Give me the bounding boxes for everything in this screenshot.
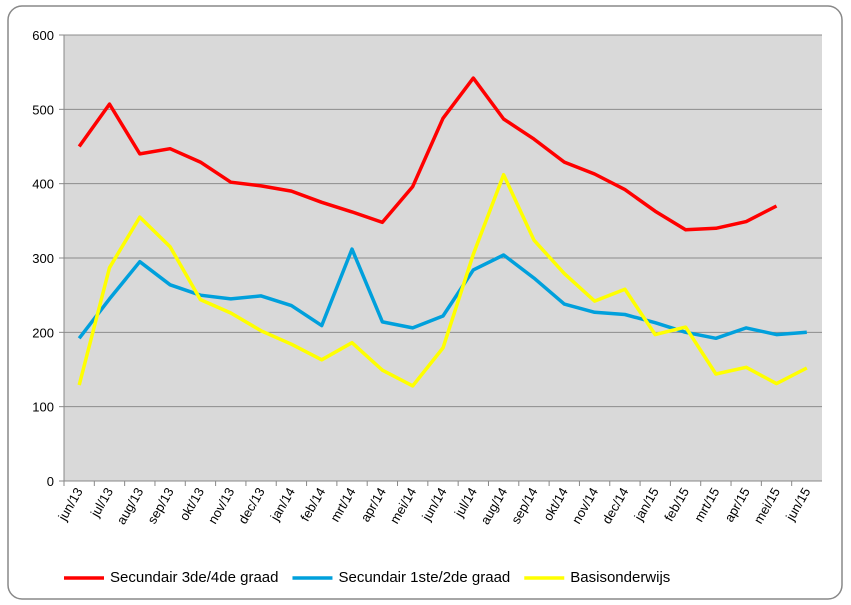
legend-label: Basisonderwijs	[570, 569, 670, 586]
y-tick-label: 600	[32, 28, 54, 43]
y-tick-label: 200	[32, 325, 54, 340]
series-line	[77, 172, 808, 388]
series-line	[77, 247, 807, 341]
y-tick-label: 400	[32, 177, 54, 192]
y-tick-label: 100	[32, 400, 54, 415]
series-line	[77, 76, 778, 232]
y-tick-label: 0	[47, 474, 54, 489]
y-tick-label: 500	[32, 102, 54, 117]
y-tick-label: 300	[32, 251, 54, 266]
legend-label: Secundair 1ste/2de graad	[338, 569, 510, 586]
legend-label: Secundair 3de/4de graad	[110, 569, 278, 586]
